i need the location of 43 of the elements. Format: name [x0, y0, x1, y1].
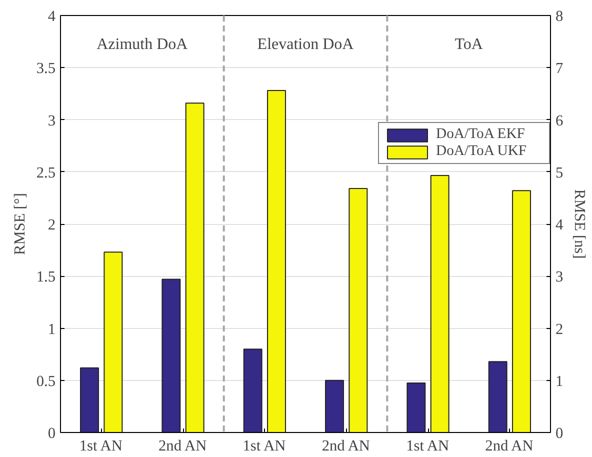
bar [80, 367, 99, 432]
annotation: Azimuth DoA [96, 36, 188, 54]
y2-tick-label: 5 [556, 164, 564, 182]
y2-tick-label: 0 [556, 425, 564, 442]
y-tick-label: 0.5 [36, 372, 56, 390]
legend-label: DoA/ToA UKF [436, 143, 528, 160]
bar [488, 361, 508, 432]
x-tick-label: 1st AN [406, 438, 450, 454]
y2-axis-title: RMSE [ns] [571, 189, 588, 259]
bar [348, 188, 368, 432]
y-tick-label: 2.5 [36, 164, 56, 182]
bar [162, 278, 181, 432]
y-tick-label: 0 [48, 425, 56, 442]
y2-tick-label: 6 [556, 112, 564, 130]
x-tick-label: 2nd AN [158, 438, 207, 454]
bar [406, 382, 426, 432]
y-tick-label: 3.5 [36, 60, 56, 78]
bar [430, 175, 450, 432]
bar [325, 380, 344, 432]
x-tick-label: 1st AN [79, 438, 122, 454]
y2-tick-label: 8 [556, 8, 564, 25]
y2-tick-label: 7 [556, 60, 564, 78]
bar [104, 252, 123, 432]
bar [512, 190, 531, 432]
x-tick-label: 2nd AN [485, 438, 534, 454]
y-axis-title: RMSE [°] [11, 193, 28, 255]
x-tick-label: 2nd AN [322, 438, 370, 454]
annotation: ToA [454, 36, 484, 54]
bar [267, 90, 286, 432]
y-tick-label: 3 [48, 112, 56, 130]
legend-label: DoA/ToA EKF [436, 126, 526, 143]
y-tick-label: 1.5 [36, 268, 56, 286]
bar [185, 102, 204, 432]
y-tick-label: 2 [48, 216, 56, 234]
y-tick-label: 4 [48, 8, 56, 25]
annotation: Elevation DoA [257, 36, 354, 54]
y2-tick-label: 4 [556, 216, 564, 234]
y-tick-label: 1 [48, 320, 56, 338]
y2-tick-label: 3 [556, 268, 564, 286]
x-tick-label: 1st AN [242, 438, 286, 454]
bar [243, 348, 262, 432]
y2-tick-label: 2 [556, 320, 564, 338]
y2-tick-label: 1 [556, 372, 564, 390]
